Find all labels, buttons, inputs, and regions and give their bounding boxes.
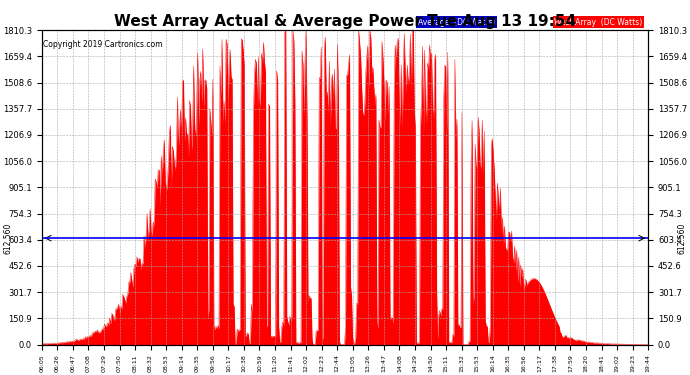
Text: West Array  (DC Watts): West Array (DC Watts) [554,18,642,27]
Text: Average  (DC Watts): Average (DC Watts) [417,18,495,27]
Title: West Array Actual & Average Power Tue Aug 13 19:54: West Array Actual & Average Power Tue Au… [114,14,576,29]
Text: Copyright 2019 Cartronics.com: Copyright 2019 Cartronics.com [43,40,162,49]
Text: 612.560: 612.560 [677,222,686,254]
Text: 612.560: 612.560 [4,222,13,254]
